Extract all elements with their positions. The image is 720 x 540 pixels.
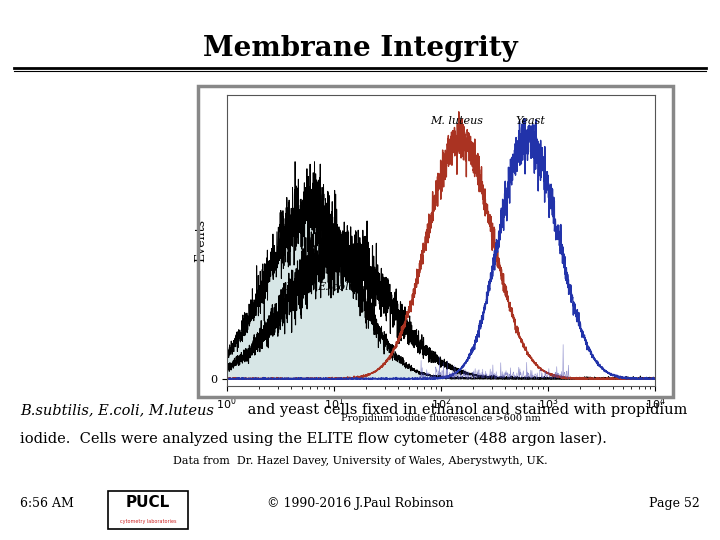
Text: BG: BG [285, 282, 302, 292]
Text: Data from  Dr. Hazel Davey, University of Wales, Aberystwyth, UK.: Data from Dr. Hazel Davey, University of… [173, 456, 547, 467]
FancyBboxPatch shape [108, 490, 188, 529]
Text: M. luteus: M. luteus [431, 116, 484, 126]
Text: PUCL: PUCL [126, 495, 170, 510]
Text: Membrane Integrity: Membrane Integrity [202, 35, 518, 62]
X-axis label: Propidium iodide fluorescence >600 nm: Propidium iodide fluorescence >600 nm [341, 414, 541, 423]
Text: Page 52: Page 52 [649, 497, 700, 510]
Text: iodide.  Cells were analyzed using the ELITE flow cytometer (488 argon laser).: iodide. Cells were analyzed using the EL… [20, 432, 607, 447]
Text: 6:56 AM: 6:56 AM [20, 497, 74, 510]
Text: cytometry laboratories: cytometry laboratories [120, 519, 176, 524]
Text: E. coli: E. coli [318, 282, 352, 292]
Text: © 1990-2016 J.Paul Robinson: © 1990-2016 J.Paul Robinson [266, 497, 454, 510]
Text: Yeast: Yeast [516, 116, 546, 126]
Text: B.subtilis, E.coli, M.luteus: B.subtilis, E.coli, M.luteus [20, 403, 214, 417]
Y-axis label: Events: Events [194, 219, 207, 262]
Text: and yeast cells fixed in ethanol and stained with propidium: and yeast cells fixed in ethanol and sta… [243, 403, 688, 417]
